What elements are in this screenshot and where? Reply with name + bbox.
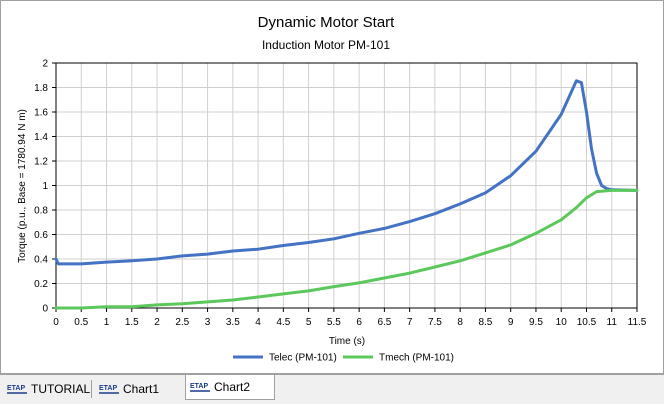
tab-label: TUTORIAL [31, 382, 91, 396]
x-tick-label: 8 [457, 317, 463, 328]
svg-text:ETAP: ETAP [190, 383, 208, 390]
etap-chart-icon: ETAP [99, 382, 121, 396]
y-tick-label: 0.8 [34, 206, 48, 217]
chart-window: Dynamic Motor Start Induction Motor PM-1… [0, 0, 664, 374]
y-tick-label: 0.4 [34, 255, 48, 266]
x-tick-label: 3 [205, 317, 211, 328]
chart-title: Dynamic Motor Start [258, 14, 396, 31]
x-tick-label: 7.5 [428, 317, 442, 328]
series-line-telec [54, 79, 639, 266]
sheet-tab-chart1[interactable]: ETAP Chart1 [95, 378, 181, 400]
series-line-tmech [54, 188, 639, 310]
tab-label: Chart2 [214, 380, 251, 394]
x-tick-label: 5 [306, 317, 312, 328]
svg-text:ETAP: ETAP [99, 385, 117, 392]
x-tick-label: 11 [607, 317, 618, 328]
x-tick-label: 2.5 [175, 317, 189, 328]
x-tick-label: 4 [255, 317, 261, 328]
y-tick-label: 2 [42, 59, 48, 70]
plot-area: 0 0.5 1 1.5 2 2.5 3 3.5 4 4.5 5 5.5 6 6.5 7 7.5 8 8.5 9 9.5… [34, 59, 647, 329]
x-tick-label: 9 [508, 317, 514, 328]
x-tick-label: 0.5 [74, 317, 88, 328]
y-tick-label: 0.2 [34, 279, 48, 290]
x-tick-label: 6.5 [377, 317, 391, 328]
y-tick-label: 1 [42, 181, 48, 192]
x-tick-label: 1 [104, 317, 110, 328]
x-tick-label: 6 [356, 317, 362, 328]
etap-chart-icon: ETAP [190, 380, 212, 394]
y-tick-label: 1.2 [34, 157, 48, 168]
x-tick-label: 10.5 [577, 317, 597, 328]
x-axis-label: Time (s) [329, 336, 365, 347]
etap-chart-icon: ETAP [7, 382, 29, 396]
y-tick-label: 1.4 [34, 132, 48, 143]
tab-separator [91, 380, 92, 398]
y-tick-label: 0 [42, 304, 48, 315]
legend-label-tmech: Tmech (PM-101) [379, 353, 454, 364]
x-tick-label: 0 [53, 317, 59, 328]
sheet-tab-chart2[interactable]: ETAP Chart2 [185, 375, 275, 400]
chart-canvas: Dynamic Motor Start Induction Motor PM-1… [17, 14, 647, 364]
x-tick-label: 5.5 [327, 317, 341, 328]
chart-subtitle: Induction Motor PM-101 [262, 38, 390, 52]
x-tick-label: 11.5 [628, 317, 647, 328]
x-tick-label: 7 [407, 317, 413, 328]
x-tick-label: 8.5 [478, 317, 492, 328]
svg-text:ETAP: ETAP [7, 385, 25, 392]
x-tick-label: 3.5 [226, 317, 240, 328]
x-tick-label: 1.5 [125, 317, 139, 328]
legend-label-telec: Telec (PM-101) [269, 353, 337, 364]
y-tick-label: 1.8 [34, 83, 48, 94]
plot-border [55, 62, 638, 309]
x-tick-label: 9.5 [529, 317, 543, 328]
y-axis-label: Torque (p.u., Base = 1780.94 N m) [17, 109, 28, 263]
x-tick-label: 10 [556, 317, 568, 328]
x-tick-label: 4.5 [276, 317, 290, 328]
tab-label: Chart1 [123, 382, 160, 396]
legend: Telec (PM-101) Tmech (PM-101) [233, 353, 454, 364]
x-tick-label: 2 [154, 317, 160, 328]
y-tick-label: 1.6 [34, 108, 48, 119]
sheet-tab-tutorial[interactable]: ETAP TUTORIAL [3, 378, 91, 400]
y-tick-label: 0.6 [34, 230, 48, 241]
sheet-tab-bar: ETAP TUTORIAL ETAP Chart1 ETAP Chart2 [0, 374, 664, 404]
